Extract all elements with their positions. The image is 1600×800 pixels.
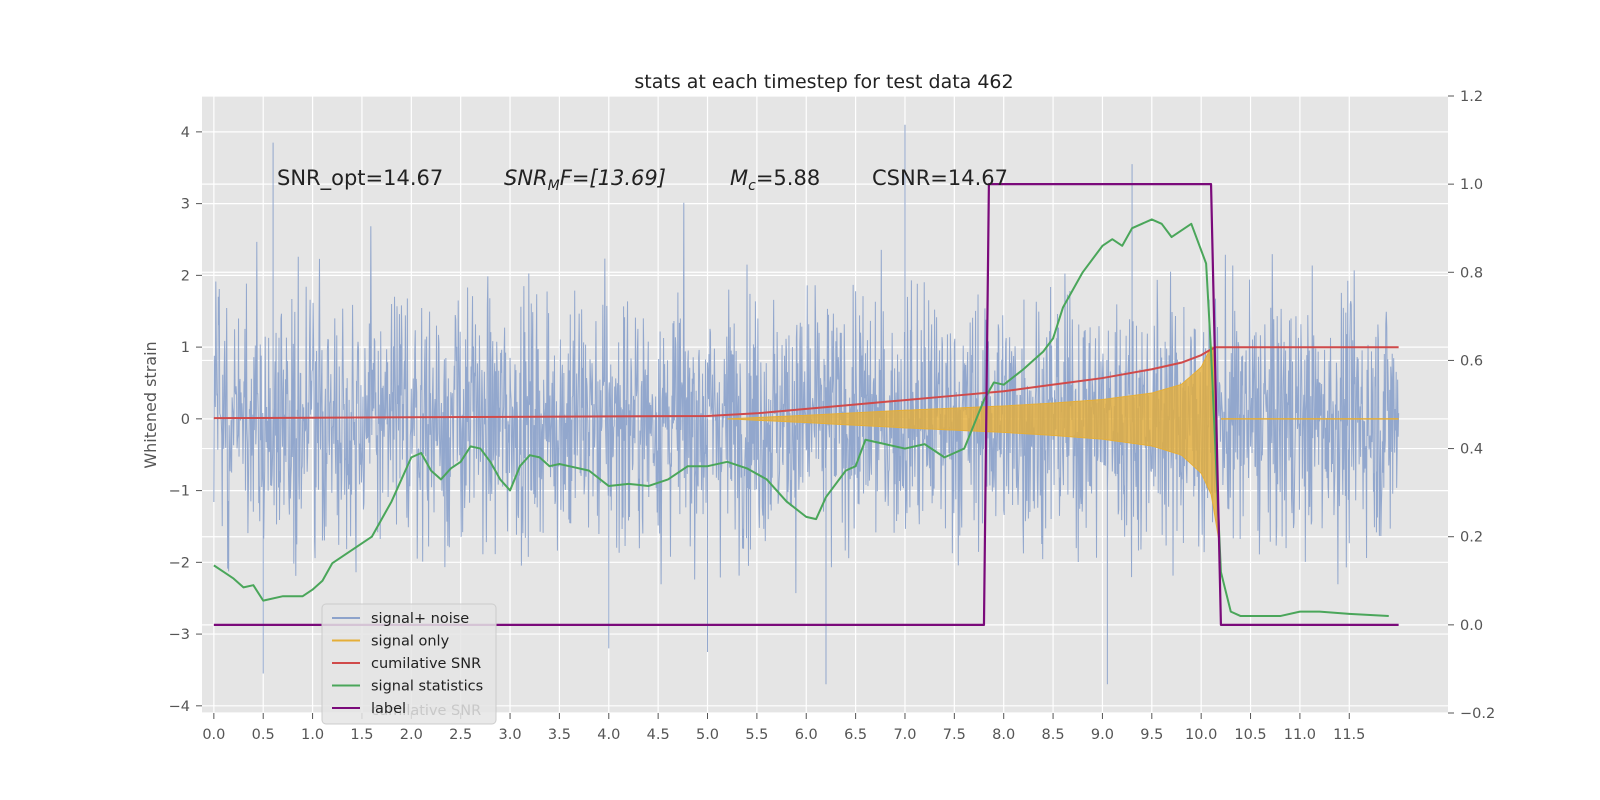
annotation-snr-opt: SNR_opt=14.67 bbox=[277, 166, 443, 191]
series-label bbox=[213, 183, 1399, 626]
annotation-snr-mf-sub: M bbox=[548, 178, 560, 194]
x-tick-label: 5.5 bbox=[745, 727, 768, 743]
y-tick-label: −4 bbox=[169, 699, 190, 715]
y-tick-label: −1 bbox=[169, 484, 190, 500]
legend-entry-label: label bbox=[371, 701, 406, 717]
x-tick-label: 9.5 bbox=[1140, 727, 1163, 743]
legend-entry-label: cumilative SNR bbox=[371, 656, 481, 672]
x-tick-label: 7.0 bbox=[893, 727, 916, 743]
annotation-mc-rest: =5.88 bbox=[756, 166, 820, 190]
y-tick-label: −3 bbox=[169, 627, 190, 643]
y-right-tick-label: 0.4 bbox=[1460, 442, 1483, 458]
y-right-tick-label: 0.6 bbox=[1460, 353, 1483, 369]
x-tick-label: 2.5 bbox=[449, 727, 472, 743]
x-tick-label: 10.5 bbox=[1234, 727, 1266, 743]
x-tick-label: 9.0 bbox=[1091, 727, 1114, 743]
legend-entry-label: signal only bbox=[371, 634, 450, 650]
y-right-tick-label: 0.8 bbox=[1460, 265, 1483, 281]
y-right-tick-label: 0.0 bbox=[1460, 618, 1483, 634]
x-tick-label: 11.0 bbox=[1284, 727, 1316, 743]
x-tick-label: 8.5 bbox=[1042, 727, 1065, 743]
x-tick-label: 5.0 bbox=[696, 727, 719, 743]
y-axis-label: Whitened strain bbox=[141, 341, 160, 468]
x-tick-label: 3.0 bbox=[499, 727, 522, 743]
legend: cumilative SNR signal+ noise signal only c… bbox=[321, 603, 497, 725]
annotation-mc: Mc=5.88 bbox=[730, 166, 820, 194]
y-tick-label: 0 bbox=[181, 412, 190, 428]
series-signal-noise bbox=[213, 124, 1400, 685]
x-tick-label: 7.5 bbox=[943, 727, 966, 743]
y-right-tick-label: −0.2 bbox=[1460, 706, 1495, 722]
x-tick-label: 11.5 bbox=[1333, 727, 1365, 743]
annotation-csnr: CSNR=14.67 bbox=[872, 166, 1008, 190]
y-right-tick-label: 0.2 bbox=[1460, 530, 1483, 546]
x-tick-label: 8.0 bbox=[992, 727, 1015, 743]
annotation-mc-sub: c bbox=[748, 178, 756, 194]
x-tick-label: 1.0 bbox=[301, 727, 324, 743]
annotations: SNR_opt=14.67 SNRMF=[13.69] Mc=5.88 CSNR… bbox=[277, 166, 1008, 194]
y-right-tick-label: 1.2 bbox=[1460, 89, 1483, 105]
legend-entry-label: signal statistics bbox=[371, 679, 483, 695]
x-tick-label: 0.5 bbox=[252, 727, 275, 743]
axes: 0.0 0.5 1.0 1.5 2.0 2.5 3.0 3.5 4.0 4.5 5.0 5.5 6.0 6… bbox=[169, 89, 1496, 743]
legend-ghost-text: cumilative SNR bbox=[371, 703, 481, 719]
annotation-mc-base: M bbox=[730, 166, 748, 190]
y-tick-label: 3 bbox=[181, 197, 190, 213]
annotation-snr-mf: SNRMF=[13.69] bbox=[504, 166, 666, 194]
x-tick-label: 2.0 bbox=[400, 727, 423, 743]
x-tick-label: 6.0 bbox=[795, 727, 818, 743]
x-tick-label: 6.5 bbox=[844, 727, 867, 743]
y-tick-label: 2 bbox=[181, 268, 190, 284]
chart-title: stats at each timestep for test data 462 bbox=[634, 71, 1013, 93]
series-cumulative-snr bbox=[213, 346, 1399, 420]
x-tick-label: 0.0 bbox=[202, 727, 225, 743]
y-right-tick-label: 1.0 bbox=[1460, 177, 1483, 193]
y-tick-label: −2 bbox=[169, 555, 190, 571]
x-tick-label: 3.5 bbox=[548, 727, 571, 743]
x-tick-label: 1.5 bbox=[350, 727, 373, 743]
legend-entry-label: signal+ noise bbox=[371, 611, 469, 627]
series-signal-statistics bbox=[213, 218, 1389, 618]
x-tick-label: 4.0 bbox=[597, 727, 620, 743]
legend-entries: signal+ noise signal only cumilative SNR si… bbox=[332, 611, 483, 717]
annotation-snr-mf-rest: F=[13.69] bbox=[560, 166, 666, 190]
x-tick-label: 10.0 bbox=[1185, 727, 1217, 743]
y-tick-label: 4 bbox=[181, 125, 190, 141]
y-tick-label: 1 bbox=[181, 340, 190, 356]
legend-box bbox=[321, 603, 497, 725]
annotation-snr-mf-base: SNR bbox=[504, 166, 548, 190]
series-layer bbox=[213, 124, 1400, 685]
x-tick-label: 4.5 bbox=[647, 727, 670, 743]
